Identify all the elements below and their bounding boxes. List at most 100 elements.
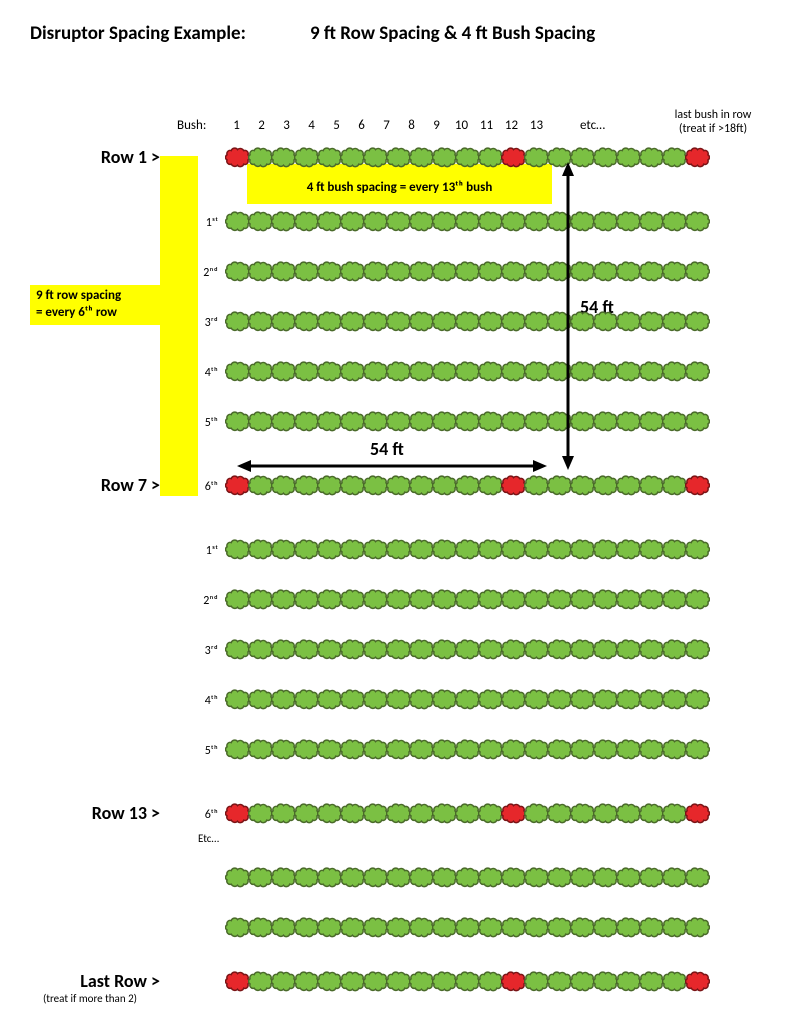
col-num-9: 9 — [424, 118, 449, 133]
bush — [317, 146, 342, 174]
bush — [570, 638, 595, 666]
bush — [501, 538, 526, 566]
bush — [340, 410, 365, 438]
bush — [639, 474, 664, 502]
bush — [455, 738, 480, 766]
bush — [432, 970, 457, 998]
bush — [363, 146, 388, 174]
bush — [547, 970, 572, 998]
bush — [248, 588, 273, 616]
bush — [248, 802, 273, 830]
bush — [386, 688, 411, 716]
bush — [524, 210, 549, 238]
bush — [409, 638, 434, 666]
ordinal: 5ᵗʰ — [198, 744, 218, 758]
bush — [248, 410, 273, 438]
bush — [524, 260, 549, 288]
bush — [432, 916, 457, 944]
bush — [363, 866, 388, 894]
bush — [616, 360, 641, 388]
bush — [248, 866, 273, 894]
bush — [662, 688, 687, 716]
bush — [409, 802, 434, 830]
bush — [294, 146, 319, 174]
bush — [363, 688, 388, 716]
bush — [593, 146, 618, 174]
bush — [340, 538, 365, 566]
bush-row — [225, 970, 708, 1000]
bush — [547, 802, 572, 830]
bush — [662, 738, 687, 766]
col-num-10: 10 — [449, 118, 474, 133]
bush — [386, 260, 411, 288]
bush — [616, 802, 641, 830]
bush — [593, 360, 618, 388]
bush — [478, 638, 503, 666]
ordinal: 6ᵗʰ — [198, 480, 218, 494]
bush — [639, 410, 664, 438]
bush — [271, 410, 296, 438]
col-num-13: 13 — [524, 118, 549, 133]
bush — [386, 738, 411, 766]
bush — [547, 538, 572, 566]
bush — [225, 310, 250, 338]
bush — [409, 210, 434, 238]
col-num-12: 12 — [499, 118, 524, 133]
bush — [409, 474, 434, 502]
bush — [317, 638, 342, 666]
bush — [248, 638, 273, 666]
bush — [409, 866, 434, 894]
bush — [271, 474, 296, 502]
bush — [524, 916, 549, 944]
bush — [386, 410, 411, 438]
bush — [570, 970, 595, 998]
bush — [363, 802, 388, 830]
bush — [317, 588, 342, 616]
bush — [409, 688, 434, 716]
ordinal: 4ᵗʰ — [198, 366, 218, 380]
bush — [340, 916, 365, 944]
ordinal: 2ⁿᵈ — [198, 594, 218, 608]
bush — [363, 410, 388, 438]
bush — [317, 360, 342, 388]
bush — [524, 738, 549, 766]
bush — [409, 538, 434, 566]
bush — [271, 738, 296, 766]
bush — [432, 538, 457, 566]
bush — [570, 588, 595, 616]
bush — [386, 146, 411, 174]
row-1-label: Row 1 > — [20, 146, 160, 168]
bush — [363, 738, 388, 766]
bush-row — [225, 916, 708, 946]
bush — [248, 538, 273, 566]
bush — [524, 360, 549, 388]
bush — [340, 146, 365, 174]
bush — [409, 360, 434, 388]
bush — [616, 538, 641, 566]
bush — [639, 360, 664, 388]
bush — [340, 588, 365, 616]
bush-row — [225, 866, 708, 896]
bush — [294, 916, 319, 944]
bush — [593, 738, 618, 766]
bush — [294, 410, 319, 438]
bush — [225, 866, 250, 894]
row-spacing-text: 9 ft row spacing = every 6ᵗʰ row — [36, 288, 121, 322]
bush — [248, 738, 273, 766]
bush-row — [225, 802, 708, 832]
bush — [616, 474, 641, 502]
row-13-label: Row 13 > — [20, 802, 160, 824]
bush — [662, 360, 687, 388]
bush — [524, 474, 549, 502]
bush — [432, 146, 457, 174]
bush — [478, 474, 503, 502]
disruptor-bush — [501, 802, 526, 830]
bush — [639, 210, 664, 238]
bush — [386, 802, 411, 830]
bush — [455, 310, 480, 338]
bush — [294, 638, 319, 666]
ordinal: 4ᵗʰ — [198, 694, 218, 708]
bush — [432, 688, 457, 716]
bush — [432, 260, 457, 288]
bush — [662, 410, 687, 438]
